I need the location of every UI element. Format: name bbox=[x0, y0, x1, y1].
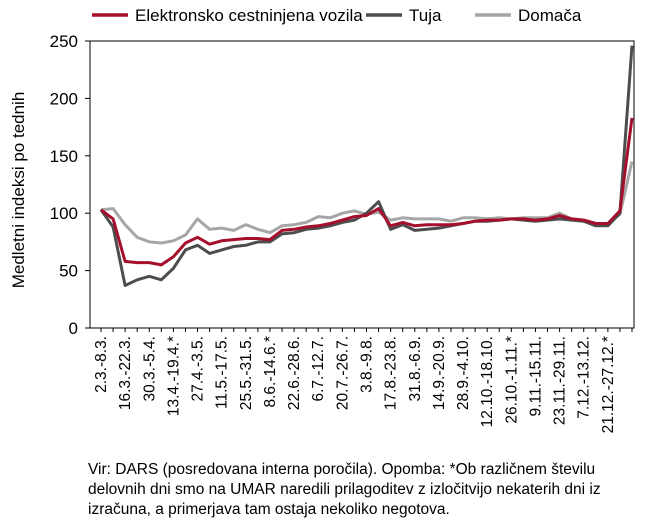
series-lines bbox=[99, 45, 634, 287]
x-tick-label: 26.10.-1.11.* bbox=[503, 336, 520, 424]
y-tick-label: 0 bbox=[69, 319, 78, 338]
x-tick-label: 23.11.-29.11. bbox=[552, 336, 569, 425]
x-tick-label: 9.11.-15.11. bbox=[527, 336, 544, 416]
legend-label: Elektronsko cestninjena vozila bbox=[135, 6, 363, 25]
x-tick-label: 11.5.-17.5. bbox=[214, 336, 231, 409]
line-chart: Elektronsko cestninjena vozila Tuja Domača… bbox=[9, 6, 635, 433]
x-tick-label: 22.6.-28.6. bbox=[286, 336, 303, 410]
legend-label: Tuja bbox=[409, 6, 442, 25]
x-tick-label: 21.12.-27.12.* bbox=[600, 336, 617, 433]
y-axis: 0 50 100 150 200 250 bbox=[50, 32, 90, 338]
x-tick-label: 20.7.-26.7. bbox=[334, 336, 351, 410]
y-tick-label: 50 bbox=[59, 262, 78, 281]
plot-frame bbox=[89, 40, 635, 329]
legend: Elektronsko cestninjena vozila Tuja Domača bbox=[92, 6, 582, 25]
y-tick-label: 150 bbox=[50, 147, 78, 166]
x-tick-label: 30.3.-5.4. bbox=[141, 336, 158, 402]
x-tick-label: 25.5.-31.5. bbox=[238, 336, 255, 410]
x-tick-label: 28.9.-4.10. bbox=[455, 336, 472, 410]
series-line-2 bbox=[100, 161, 634, 245]
x-tick-label: 6.7.-12.7. bbox=[310, 336, 327, 402]
x-tick-label: 14.9.-20.9. bbox=[431, 336, 448, 410]
x-tick-label: 17.8.-23.8. bbox=[383, 336, 400, 410]
x-tick-label: 8.6.-14.6.* bbox=[262, 336, 279, 408]
legend-label: Domača bbox=[518, 6, 582, 25]
x-tick-label: 7.12.-13.12. bbox=[576, 336, 593, 419]
x-tick-label: 12.10.-18.10. bbox=[479, 336, 496, 427]
x-tick-label: 16.3.-22.3. bbox=[117, 336, 134, 410]
x-tick-label: 2.3.-8.3. bbox=[93, 336, 110, 393]
plot-border bbox=[89, 40, 635, 329]
y-tick-label: 100 bbox=[50, 204, 78, 223]
y-tick-label: 200 bbox=[50, 89, 78, 108]
x-tick-label: 27.4.-3.5. bbox=[190, 336, 207, 402]
x-tick-label: 3.8.-9.8. bbox=[359, 336, 376, 393]
source-note: Vir: DARS (posredovana interna poročila)… bbox=[88, 461, 601, 518]
y-tick-label: 250 bbox=[50, 32, 78, 51]
y-axis-label: Medletni indeksi po tednih bbox=[9, 92, 28, 289]
series-line-0 bbox=[100, 117, 634, 267]
x-tick-label: 13.4.-19.4.* bbox=[165, 336, 182, 416]
x-tick-label: 31.8.-6.9. bbox=[407, 336, 424, 402]
x-axis: 2.3.-8.3. 16.3.-22.3. 30.3.-5.4. 13.4.-19.4… bbox=[93, 328, 633, 433]
